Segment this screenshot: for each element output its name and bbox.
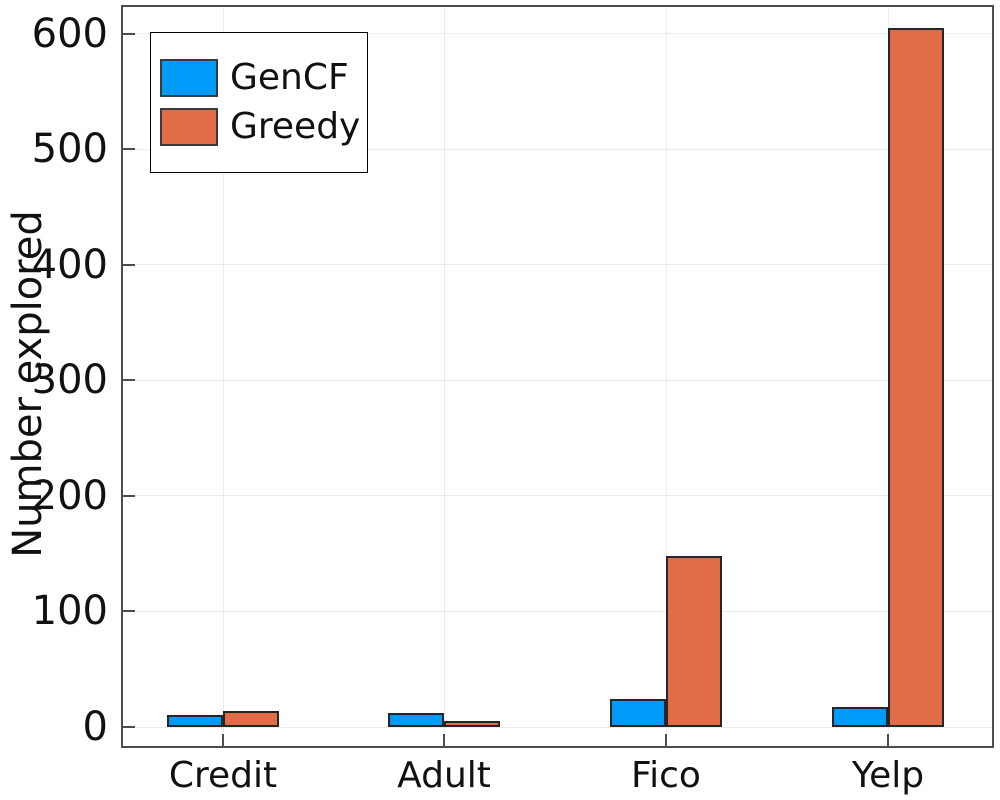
y-tick-label: 500 [31, 126, 108, 173]
v-gridline [443, 7, 445, 746]
y-tick-label: 100 [31, 588, 108, 635]
bar-greedy-credit [223, 710, 279, 727]
bar-gencf-credit [167, 715, 223, 727]
y-tick-mark [123, 726, 135, 728]
x-tick-label: Fico [631, 755, 701, 796]
x-tick-mark [887, 734, 889, 746]
legend-label-gencf: GenCF [230, 57, 349, 98]
v-gridline [665, 7, 667, 746]
h-gridline [123, 148, 992, 150]
h-gridline [123, 726, 992, 728]
y-tick-mark [123, 610, 135, 613]
h-gridline [123, 33, 992, 35]
y-tick-mark [123, 263, 135, 266]
y-tick-label: 200 [31, 472, 108, 519]
y-tick-mark [123, 148, 135, 151]
bar-greedy-fico [666, 555, 722, 727]
x-tick-label: Yelp [851, 755, 925, 796]
x-tick-label: Adult [397, 755, 491, 796]
bar-greedy-yelp [888, 27, 944, 727]
y-tick-mark [123, 32, 135, 35]
y-tick-label: 600 [31, 10, 108, 57]
y-tick-label: 300 [31, 357, 108, 404]
legend-swatch-greedy [160, 108, 218, 146]
bar-greedy-adult [444, 721, 500, 727]
x-tick-mark [222, 734, 224, 746]
legend-item-gencf: GenCF [160, 58, 367, 98]
legend-swatch-gencf [160, 59, 218, 97]
x-tick-label: Credit [168, 755, 278, 796]
h-gridline [123, 610, 992, 612]
y-tick-mark [123, 379, 135, 382]
bar-gencf-fico [610, 699, 666, 727]
y-tick-mark [123, 494, 135, 497]
x-tick-mark [665, 734, 667, 746]
bar-gencf-yelp [832, 707, 888, 727]
legend: GenCF Greedy [150, 32, 368, 173]
y-tick-label: 0 [82, 704, 108, 750]
h-gridline [123, 264, 992, 266]
bar-gencf-adult [388, 713, 444, 727]
legend-label-greedy: Greedy [230, 106, 361, 147]
x-tick-mark [443, 734, 445, 746]
legend-item-greedy: Greedy [160, 107, 367, 147]
y-tick-label: 400 [31, 241, 108, 288]
h-gridline [123, 379, 992, 381]
plot-area: GenCF Greedy [121, 5, 994, 748]
v-gridline [222, 7, 224, 746]
h-gridline [123, 495, 992, 497]
